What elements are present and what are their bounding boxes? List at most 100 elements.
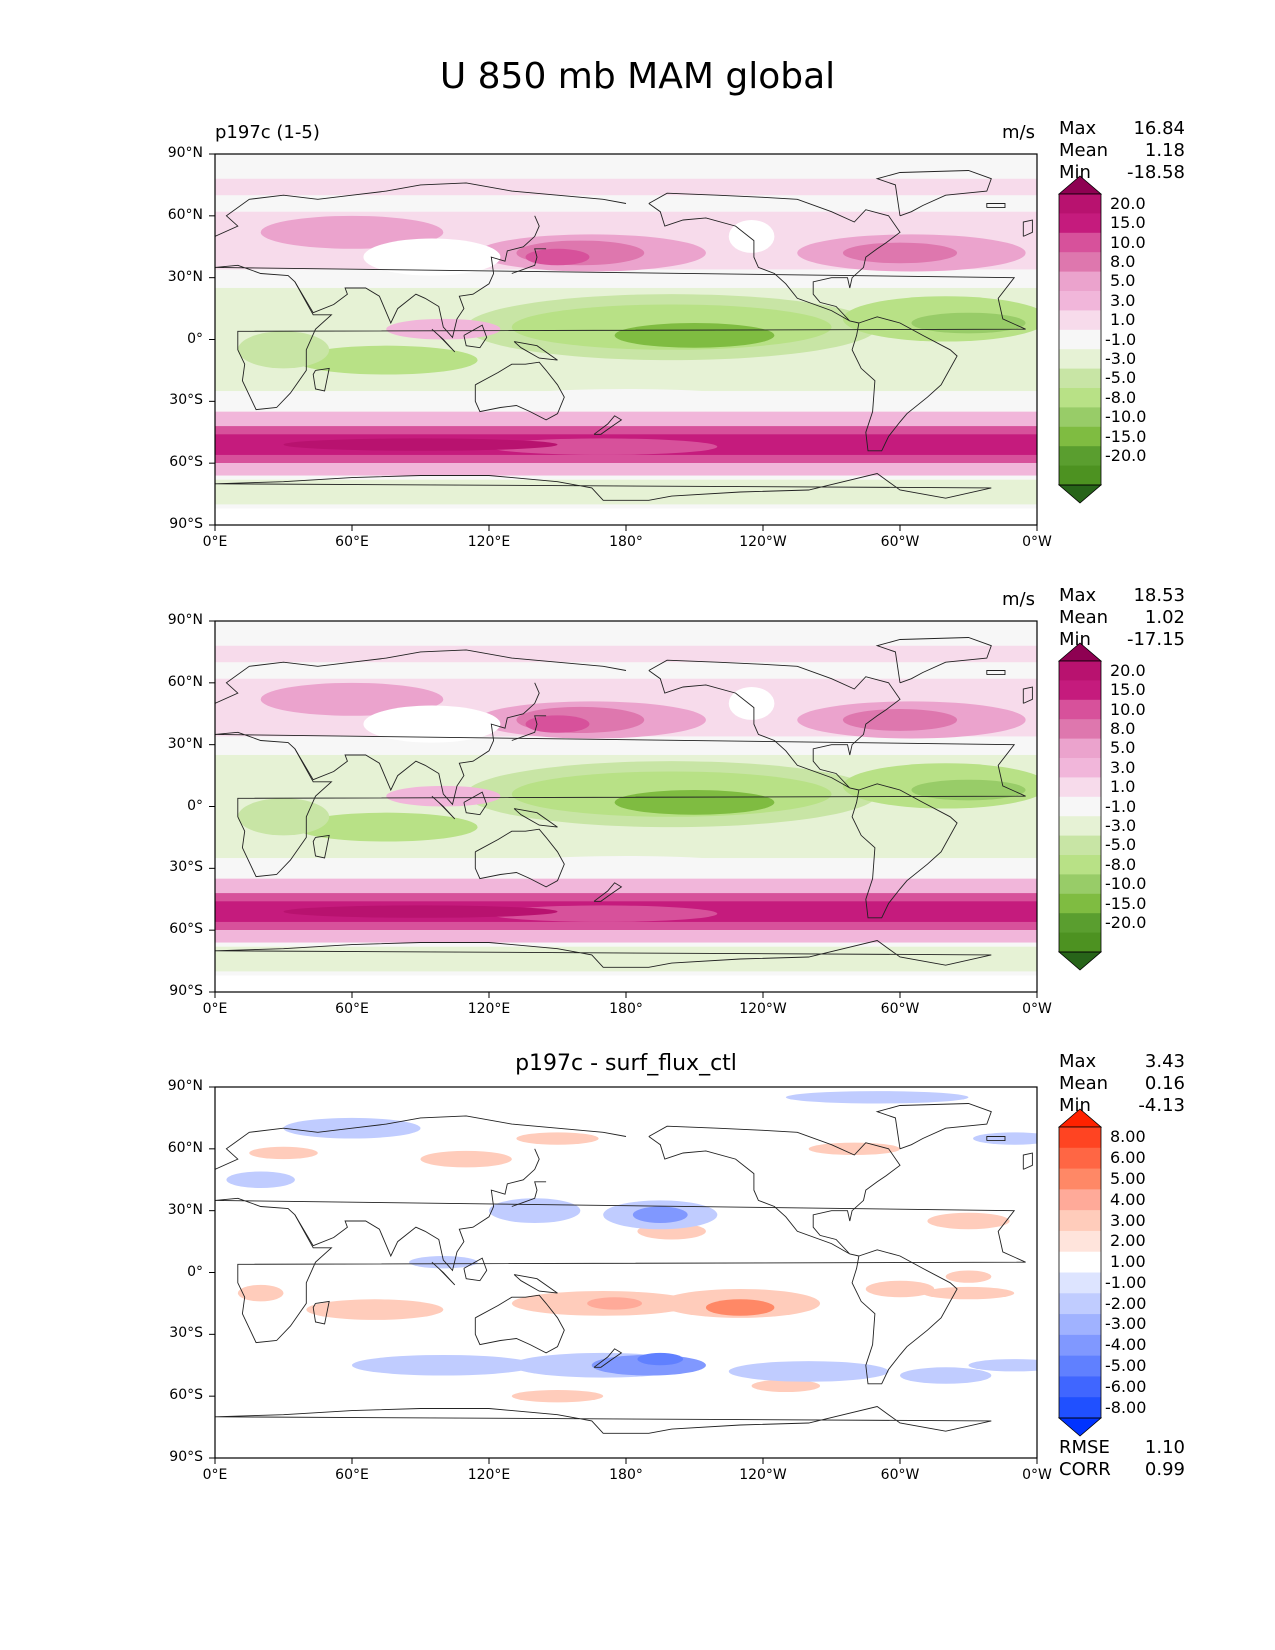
stat-mean: Mean 0.16: [1059, 1073, 1185, 1094]
coastlines: [215, 637, 1033, 968]
blob-rockies-mask: [728, 219, 775, 253]
colorbar-segment: [1059, 719, 1101, 740]
blob-eatl: [957, 709, 1026, 731]
colorbar-tick-label: -8.00: [1105, 1397, 1147, 1417]
colorbar-segment: [1059, 855, 1101, 875]
blob-trades-atlantic-core: [911, 312, 1026, 334]
y-tick-label: 30°S: [169, 392, 203, 409]
colorbar-segment: [1059, 1376, 1101, 1398]
x-tick-label: 120°W: [739, 1001, 787, 1017]
colorbar-tick-label: -5.0: [1105, 368, 1137, 388]
colorbar-segment: [1059, 329, 1101, 350]
colorbar-tick-label: -5.0: [1105, 835, 1137, 855]
y-tick-label: 30°N: [167, 1201, 203, 1218]
diff-positive-blob: [249, 1146, 318, 1160]
colorbar-segment: [1059, 194, 1101, 214]
diff-negative-blob: [489, 1198, 581, 1224]
x-tick-label: 180°: [609, 1001, 643, 1017]
colorbar-segment: [1059, 291, 1101, 311]
x-tick-label: 180°: [609, 534, 643, 550]
blob-subtrop-s: [489, 855, 763, 881]
x-tick-label: 60°W: [880, 1001, 920, 1017]
colorbar-tick-label: 3.0: [1110, 757, 1136, 777]
stat-min-label: Min: [1059, 629, 1091, 650]
x-tick-label: 120°E: [467, 1001, 511, 1017]
colorbar-tick-label: -20.0: [1105, 445, 1147, 465]
colorbar-tick-label: -2.00: [1105, 1293, 1147, 1313]
stat-min: Min -18.58: [1059, 162, 1185, 183]
panel-left-label: p197c (1-5): [215, 122, 320, 143]
x-tick-label: 60°E: [335, 534, 369, 550]
colorbar-extend-bottom: [1057, 1417, 1103, 1437]
colorbar-segment: [1059, 893, 1101, 914]
y-tick-label: 60°N: [167, 206, 203, 223]
colorbar-segment: [1059, 1272, 1101, 1294]
colorbar-frame: [1058, 193, 1102, 486]
diff-negative-blob: [900, 1367, 992, 1384]
band-sh-jet-edge-n: [215, 411, 1037, 427]
colorbar: [1057, 642, 1103, 971]
colorbar-segment: [1059, 738, 1101, 759]
contour-field: [215, 1087, 1037, 1458]
diff-positive-blob: [306, 1299, 444, 1320]
diff-positive-blob: [865, 1280, 935, 1298]
colorbar-tick-label: -4.00: [1105, 1335, 1147, 1355]
stat-mean: Mean 1.02: [1059, 607, 1185, 628]
colorbar-segment: [1059, 699, 1101, 720]
blob-sh-jet-strong: [283, 438, 558, 451]
colorbar-tick-label: 10.0: [1110, 232, 1146, 252]
colorbar-tick-label: 6.00: [1110, 1148, 1146, 1168]
background-field: [215, 1087, 1037, 1458]
diff-positive-core: [587, 1297, 642, 1310]
colorbar-segment: [1059, 1168, 1101, 1190]
y-tick-label: 60°S: [169, 454, 203, 471]
blob-trades-indian: [294, 345, 478, 375]
colorbar-tick-label: -1.0: [1105, 329, 1137, 349]
colorbar-tick-label: 1.0: [1110, 310, 1136, 330]
blob-tibet-mask: [363, 238, 501, 276]
colorbar-tick-label: -10.0: [1105, 407, 1147, 427]
diff-negative-blob: [785, 1091, 969, 1104]
colorbar-tick-label: 8.0: [1110, 718, 1136, 738]
x-tick-label: 60°W: [880, 1467, 920, 1483]
colorbar-tick-label: 5.00: [1110, 1168, 1146, 1188]
diff-positive-blob: [237, 1284, 284, 1302]
y-tick-label: 0°: [187, 330, 203, 347]
diff-negative-blob: [968, 1359, 1037, 1372]
x-tick-label: 120°E: [467, 534, 511, 550]
blob-npac-jet-core: [525, 248, 590, 266]
x-tick-label: 120°W: [739, 1467, 787, 1483]
panel-center-title: p197c - surf_flux_ctl: [515, 1051, 737, 1076]
diff-positive-blob: [927, 1212, 1010, 1230]
stat-min-value: -4.13: [1138, 1095, 1185, 1116]
blob-europe-westerlies: [260, 682, 444, 716]
stat-corr-label: CORR: [1059, 1459, 1111, 1480]
colorbar-tick-label: 3.00: [1110, 1210, 1146, 1230]
colorbar-frame: [1058, 1126, 1102, 1419]
stat-mean-label: Mean: [1059, 140, 1109, 161]
x-tick-label: 60°E: [335, 1467, 369, 1483]
colorbar-segment: [1059, 1334, 1101, 1357]
colorbar-extend-bottom: [1057, 951, 1103, 971]
stat-min-value: -17.15: [1126, 629, 1185, 650]
colorbar-segment: [1059, 1230, 1101, 1253]
x-tick-label: 60°W: [880, 534, 920, 550]
colorbar-segment: [1059, 796, 1101, 817]
contour-field: [215, 154, 1037, 525]
colorbar-tick-label: 15.0: [1110, 213, 1146, 233]
diff-negative-blob: [728, 1361, 889, 1382]
y-tick-label: 60°N: [167, 1139, 203, 1156]
x-tick-label: 0°E: [202, 1467, 228, 1483]
diff-negative-blob: [409, 1256, 478, 1269]
diff-positive-blob: [808, 1142, 900, 1156]
colorbar-segment: [1059, 913, 1101, 934]
colorbar-tick-label: 8.0: [1110, 251, 1136, 271]
blob-rockies-mask: [728, 686, 775, 720]
band-antarctic-mask: [215, 975, 1037, 992]
stat-mean-label: Mean: [1059, 607, 1109, 628]
stat-rmse: RMSE 1.10: [1059, 1437, 1185, 1458]
colorbar-tick-label: -1.00: [1105, 1272, 1147, 1292]
y-tick-label: 30°N: [167, 268, 203, 285]
colorbar-tick-label: 5.0: [1110, 738, 1136, 758]
colorbar-segment: [1059, 1397, 1101, 1419]
